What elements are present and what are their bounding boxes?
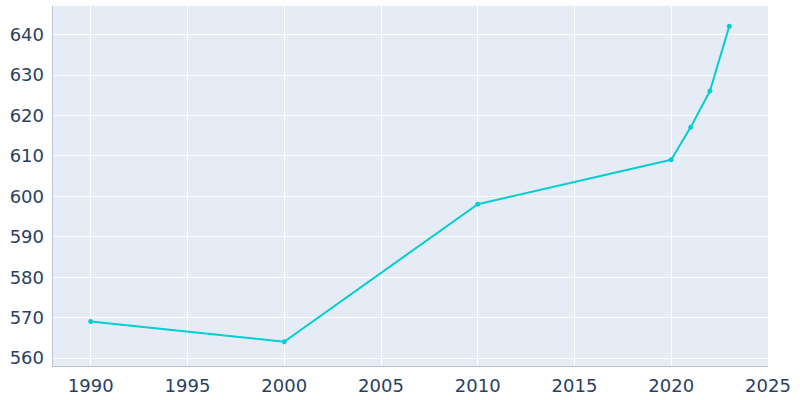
svg-text:590: 590 (10, 226, 44, 247)
svg-text:600: 600 (10, 186, 44, 207)
svg-text:2020: 2020 (648, 375, 694, 396)
svg-text:2015: 2015 (552, 375, 598, 396)
svg-text:580: 580 (10, 267, 44, 288)
svg-text:2010: 2010 (455, 375, 501, 396)
svg-text:2005: 2005 (358, 375, 404, 396)
svg-text:560: 560 (10, 347, 44, 368)
svg-text:640: 640 (10, 24, 44, 45)
svg-text:630: 630 (10, 64, 44, 85)
svg-text:570: 570 (10, 307, 44, 328)
svg-text:1990: 1990 (68, 375, 114, 396)
svg-text:2025: 2025 (745, 375, 791, 396)
svg-text:620: 620 (10, 105, 44, 126)
svg-text:1995: 1995 (165, 375, 211, 396)
svg-text:2000: 2000 (261, 375, 307, 396)
svg-text:610: 610 (10, 145, 44, 166)
